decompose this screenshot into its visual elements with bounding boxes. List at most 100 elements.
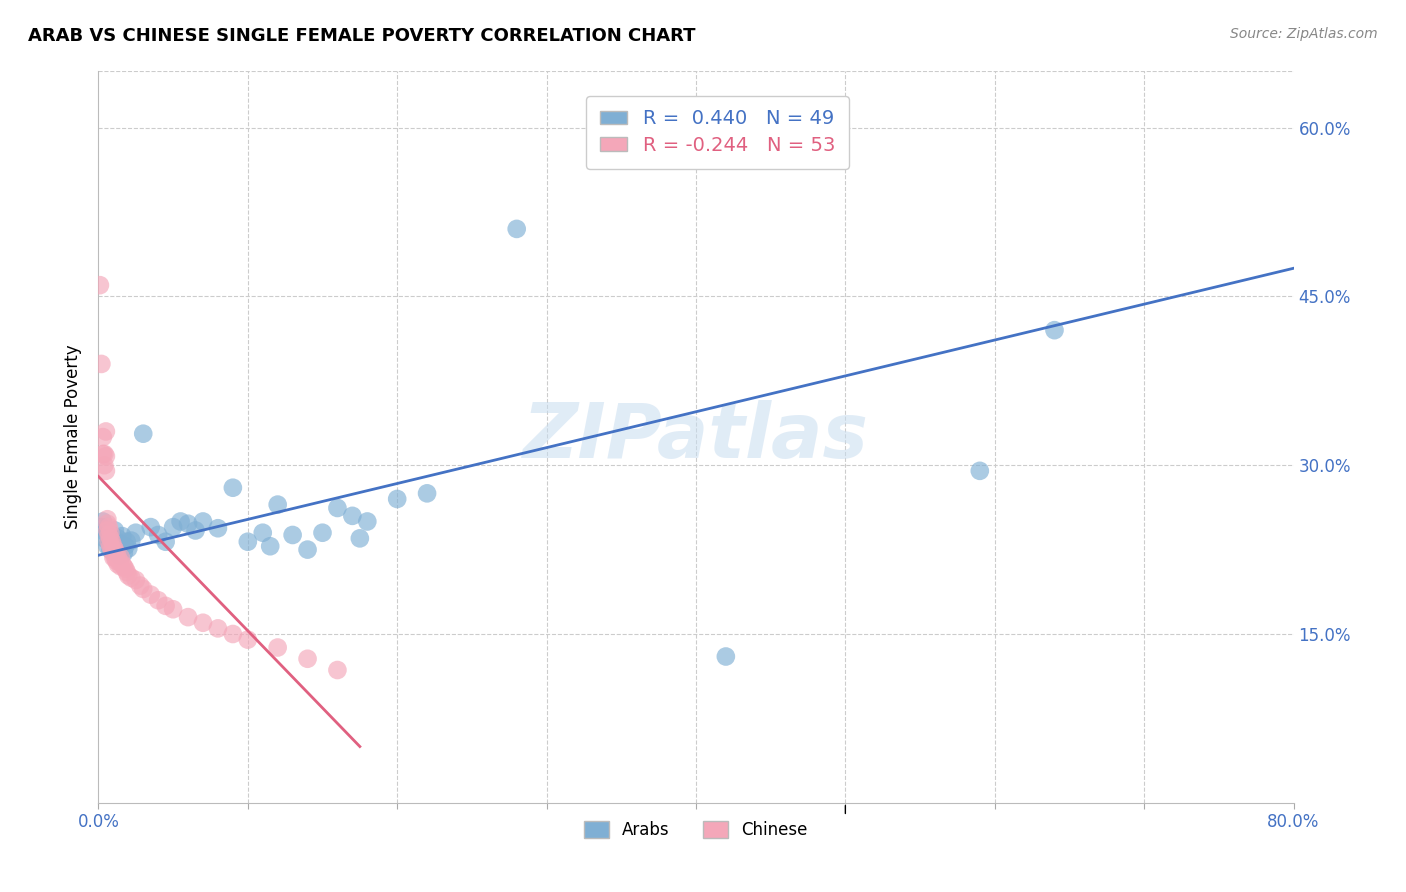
Point xyxy=(110,559,132,574)
Point xyxy=(222,481,245,495)
Point xyxy=(177,610,200,624)
Point xyxy=(222,627,245,641)
Point xyxy=(129,579,152,593)
Point xyxy=(311,525,333,540)
Point xyxy=(1043,323,1066,337)
Point xyxy=(342,508,364,523)
Text: ARAB VS CHINESE SINGLE FEMALE POVERTY CORRELATION CHART: ARAB VS CHINESE SINGLE FEMALE POVERTY CO… xyxy=(28,27,696,45)
Point xyxy=(96,539,118,553)
Point xyxy=(90,357,112,371)
Point xyxy=(969,464,991,478)
Point xyxy=(104,524,127,538)
Point xyxy=(93,458,115,473)
Point xyxy=(107,532,129,546)
Point xyxy=(93,447,115,461)
Point xyxy=(267,498,290,512)
Point xyxy=(107,558,129,572)
Point xyxy=(132,582,155,596)
Point xyxy=(111,558,134,572)
Point xyxy=(98,532,122,546)
Point xyxy=(125,525,148,540)
Point xyxy=(162,602,184,616)
Point xyxy=(103,537,125,551)
Point xyxy=(103,546,125,560)
Point xyxy=(114,562,136,576)
Point xyxy=(94,525,117,540)
Point xyxy=(207,621,229,635)
Point xyxy=(94,464,117,478)
Point xyxy=(207,521,229,535)
Point xyxy=(96,516,118,531)
Point xyxy=(326,500,349,515)
Point xyxy=(356,515,378,529)
Point xyxy=(252,525,274,540)
Point xyxy=(96,512,118,526)
Point xyxy=(104,550,127,565)
Point xyxy=(91,430,114,444)
Point xyxy=(259,539,281,553)
Point xyxy=(236,534,259,549)
Y-axis label: Single Female Poverty: Single Female Poverty xyxy=(65,345,83,529)
Point xyxy=(169,515,191,529)
Point xyxy=(349,532,371,546)
Point xyxy=(125,573,148,587)
Point xyxy=(93,532,115,546)
Point xyxy=(267,640,290,655)
Point xyxy=(108,554,131,568)
Point xyxy=(385,491,409,506)
Point xyxy=(91,515,114,529)
Point xyxy=(98,542,122,557)
Point xyxy=(110,550,132,565)
Point xyxy=(117,568,139,582)
Legend: Arabs, Chinese: Arabs, Chinese xyxy=(578,814,814,846)
Point xyxy=(177,516,200,531)
Point xyxy=(105,546,128,560)
Point xyxy=(89,278,111,293)
Point xyxy=(112,546,135,560)
Point xyxy=(132,426,155,441)
Point xyxy=(114,539,136,553)
Point xyxy=(184,524,207,538)
Point xyxy=(115,565,138,579)
Point xyxy=(148,593,170,607)
Point xyxy=(96,524,118,538)
Point xyxy=(90,520,112,534)
Point xyxy=(98,525,122,540)
Point xyxy=(97,534,120,549)
Point xyxy=(97,534,120,549)
Point xyxy=(103,539,125,553)
Point xyxy=(236,632,259,647)
Text: ZIPatlas: ZIPatlas xyxy=(523,401,869,474)
Point xyxy=(326,663,349,677)
Point xyxy=(103,550,125,565)
Point xyxy=(101,534,124,549)
Point xyxy=(117,541,139,556)
Point xyxy=(97,520,120,534)
Point xyxy=(91,447,114,461)
Point xyxy=(714,649,737,664)
Point xyxy=(191,515,214,529)
Point xyxy=(98,539,122,553)
Point xyxy=(104,542,127,557)
Point xyxy=(110,537,132,551)
Point xyxy=(112,559,135,574)
Point xyxy=(107,550,129,565)
Point xyxy=(120,571,142,585)
Point xyxy=(94,425,117,439)
Point xyxy=(155,599,177,613)
Point xyxy=(101,528,124,542)
Point xyxy=(162,520,184,534)
Text: Source: ZipAtlas.com: Source: ZipAtlas.com xyxy=(1230,27,1378,41)
Point xyxy=(139,588,162,602)
Point xyxy=(155,534,177,549)
Point xyxy=(101,542,124,557)
Point xyxy=(115,534,138,549)
Point xyxy=(416,486,439,500)
Point xyxy=(94,449,117,463)
Point xyxy=(191,615,214,630)
Point xyxy=(105,554,128,568)
Point xyxy=(97,528,120,542)
Point xyxy=(139,520,162,534)
Point xyxy=(297,652,319,666)
Point xyxy=(108,548,131,562)
